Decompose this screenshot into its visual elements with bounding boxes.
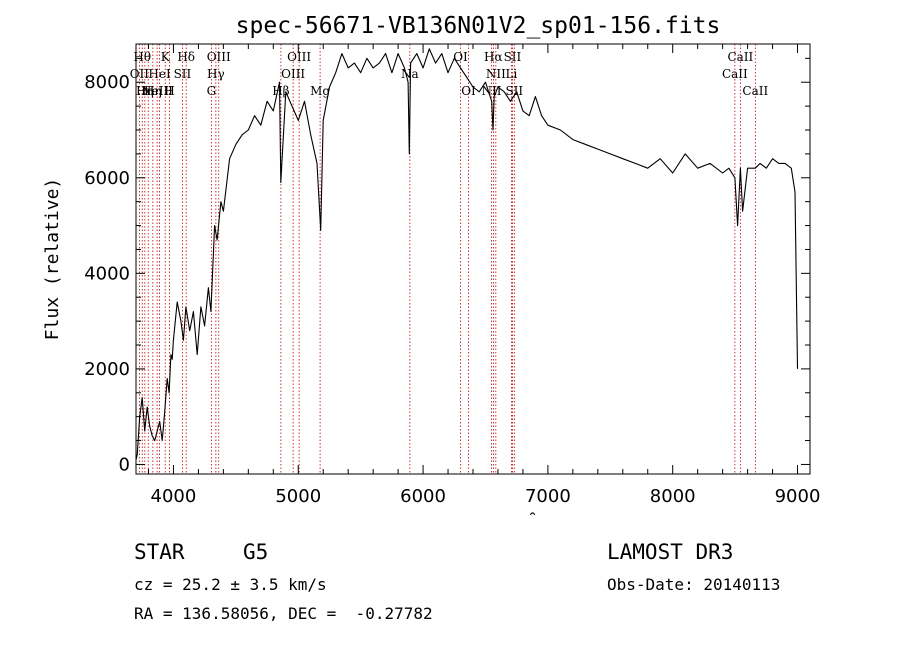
line-marker-label: H: [164, 84, 174, 98]
line-marker-label: SII: [174, 67, 192, 81]
x-tick-label: 6000: [400, 486, 446, 507]
line-marker-label: OII: [130, 67, 150, 81]
line-marker-label: CaII: [727, 50, 753, 64]
line-marker-label: Hδ: [177, 50, 195, 64]
line-marker-label: Li: [506, 67, 518, 81]
line-marker-label: Hη: [136, 84, 154, 98]
line-marker-label: K: [161, 50, 171, 64]
chart-title: spec-56671-VB136N01V2_sp01-156.fits: [236, 13, 721, 39]
line-marker-label: Hη: [144, 84, 162, 98]
line-marker-label: NeIII: [141, 84, 173, 98]
line-marker-label: OI: [461, 84, 476, 98]
line-marker-label: NII: [481, 84, 501, 98]
line-marker-label: G: [207, 84, 217, 98]
x-tick-label: 9000: [775, 486, 821, 507]
y-tick-label: 8000: [84, 72, 130, 93]
x-tick-label: 8000: [650, 486, 696, 507]
line-marker-label: Hθ: [133, 50, 151, 64]
line-marker-label: Mg: [310, 84, 330, 98]
line-marker-label: CaII: [722, 67, 748, 81]
line-marker-label: HeI: [148, 67, 171, 81]
x-tick-label: 4000: [151, 486, 197, 507]
subclass: G5: [243, 540, 269, 564]
y-axis-label: Flux (relative): [42, 178, 63, 341]
x-axis-label: Wavelength (Å): [397, 512, 549, 515]
line-marker-label: Hβ: [272, 84, 289, 98]
line-marker-label: OIII: [281, 67, 305, 81]
x-tick-label: 7000: [525, 486, 571, 507]
object-class: STAR: [134, 540, 185, 564]
line-marker-label: OIII: [287, 50, 311, 64]
survey-name: LAMOST DR3: [607, 540, 734, 564]
spectrum-plot: spec-56671-VB136N01V2_sp01-156.fits OII Hθ…: [42, 13, 821, 515]
line-marker-label: SII: [505, 84, 523, 98]
line-marker-label: NII: [486, 67, 506, 81]
line-marker-label: Hα: [484, 50, 503, 64]
y-tick-label: 6000: [84, 168, 130, 189]
redshift-value: cz = 25.2 ± 3.5 km/s: [134, 575, 327, 594]
line-marker-label: OI: [453, 50, 468, 64]
y-tick-label: 2000: [84, 359, 130, 380]
spectrum-line: [135, 48, 799, 460]
line-marker-label: OIII: [207, 50, 231, 64]
obs-date: Obs-Date: 20140113: [607, 575, 781, 594]
y-tick-label: 0: [119, 454, 130, 475]
x-tick-label: 5000: [275, 486, 321, 507]
line-marker-label: CaII: [742, 84, 768, 98]
line-marker-label: SII: [504, 50, 522, 64]
y-tick-label: 4000: [84, 263, 130, 284]
line-marker-label: Na: [401, 67, 419, 81]
line-marker-label: Hγ: [207, 67, 225, 81]
plot-frame: [135, 43, 811, 475]
coordinates: RA = 136.58056, DEC = -0.27782: [134, 604, 433, 623]
